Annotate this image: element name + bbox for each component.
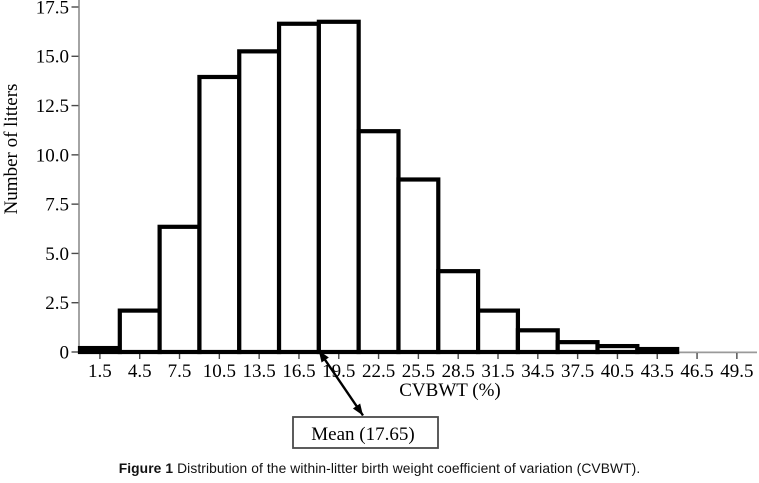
figure-caption-text: Distribution of the within-litter birth …	[173, 461, 641, 476]
x-tick-label: 7.5	[168, 361, 192, 382]
x-tick-label: 4.5	[128, 361, 152, 382]
x-tick-label: 46.5	[680, 361, 713, 382]
figure-caption-label: Figure 1	[118, 461, 174, 476]
y-tick-label: 10.0	[36, 145, 69, 166]
histogram-bar	[595, 343, 640, 355]
histogram-bar	[276, 21, 321, 355]
x-tick-label: 10.5	[203, 361, 236, 382]
x-tick-label: 49.5	[720, 361, 753, 382]
y-tick-label: 15.0	[36, 47, 69, 68]
histogram-bar	[117, 308, 162, 355]
histogram-bar	[356, 129, 401, 355]
x-tick-label: 1.5	[88, 361, 112, 382]
histogram-bar	[396, 177, 441, 355]
histogram-bar	[555, 340, 600, 355]
mean-arrow-head	[352, 403, 363, 416]
histogram-bar	[237, 49, 282, 355]
mean-arrow-head	[318, 350, 329, 363]
y-tick-label: 5.0	[45, 244, 69, 265]
y-tick-label: 0	[60, 342, 70, 363]
y-axis-title: Number of litters	[1, 84, 22, 215]
x-tick-label: 43.5	[641, 361, 674, 382]
histogram-bar	[316, 19, 361, 355]
histogram-bar	[157, 224, 202, 355]
x-tick-label: 16.5	[282, 361, 315, 382]
histogram-bar	[436, 269, 481, 355]
x-tick-label: 40.5	[601, 361, 634, 382]
x-tick-label: 31.5	[481, 361, 514, 382]
y-tick-label: 7.5	[45, 195, 69, 216]
x-tick-label: 28.5	[442, 361, 475, 382]
y-tick-label: 17.5	[36, 0, 69, 18]
x-tick-label: 37.5	[561, 361, 594, 382]
histogram-bar	[77, 345, 122, 355]
x-tick-label: 34.5	[521, 361, 554, 382]
mean-arrow-line	[317, 349, 364, 417]
x-tick-label: 13.5	[243, 361, 276, 382]
histogram-bar	[635, 346, 680, 355]
x-tick-label: 25.5	[402, 361, 435, 382]
x-axis-title: CVBWT (%)	[399, 380, 501, 401]
histogram-bar	[197, 74, 242, 355]
histogram-chart: 0 2.5 5.0 7.5 10.0 12.5 15.0 17.5 1.5 4.5 7.5 10.5 1…	[1, 0, 757, 449]
mean-annotation-box	[292, 416, 439, 449]
histogram-bar	[476, 308, 521, 355]
y-tick-label: 12.5	[36, 96, 69, 117]
figure-caption: Figure 1 Distribution of the within-litt…	[0, 461, 759, 476]
mean-annotation-label: Mean (17.65)	[311, 424, 414, 445]
y-tick-label: 2.5	[45, 293, 69, 314]
x-tick-label: 22.5	[362, 361, 395, 382]
histogram-bar	[515, 328, 560, 355]
